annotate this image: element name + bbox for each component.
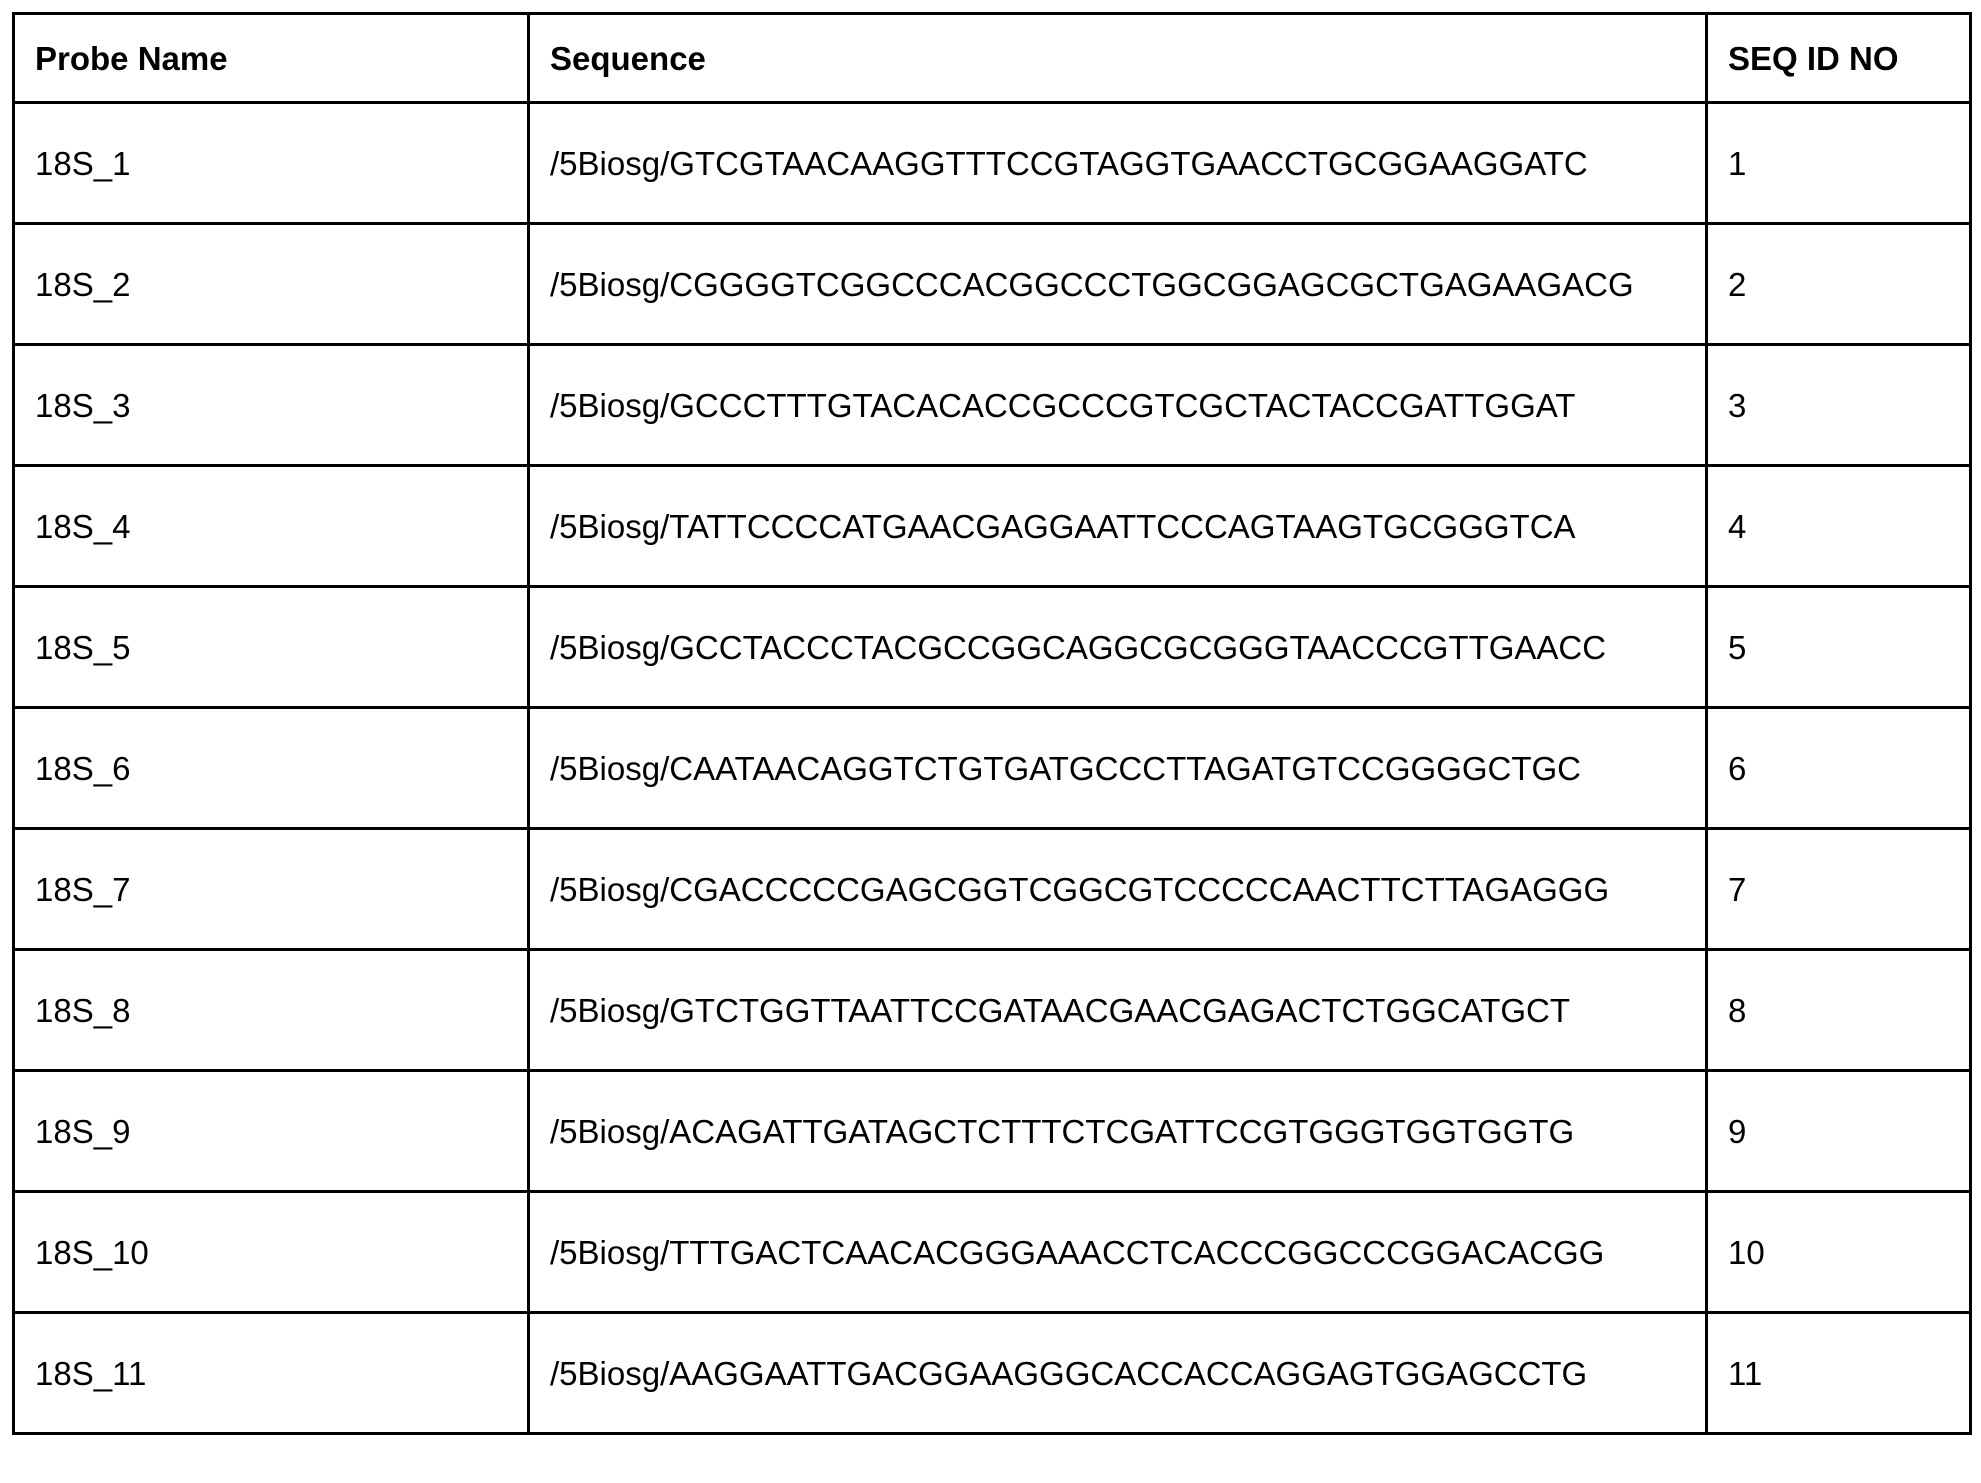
seq-id-cell: 11 <box>1707 1313 1971 1434</box>
header-sequence: Sequence <box>529 14 1707 103</box>
header-probe-name: Probe Name <box>14 14 529 103</box>
probe-name-cell: 18S_3 <box>14 345 529 466</box>
sequence-cell: /5Biosg/GCCCTTTGTACACACCGCCCGTCGCTACTACC… <box>529 345 1707 466</box>
seq-id-cell: 8 <box>1707 950 1971 1071</box>
table-row: 18S_6/5Biosg/CAATAACAGGTCTGTGATGCCCTTAGA… <box>14 708 1971 829</box>
table-row: 18S_1/5Biosg/GTCGTAACAAGGTTTCCGTAGGTGAAC… <box>14 103 1971 224</box>
seq-id-cell: 1 <box>1707 103 1971 224</box>
sequence-cell: /5Biosg/AAGGAATTGACGGAAGGGCACCACCAGGAGTG… <box>529 1313 1707 1434</box>
probe-name-cell: 18S_10 <box>14 1192 529 1313</box>
seq-id-cell: 5 <box>1707 587 1971 708</box>
sequence-cell: /5Biosg/GTCGTAACAAGGTTTCCGTAGGTGAACCTGCG… <box>529 103 1707 224</box>
probe-table: Probe Name Sequence SEQ ID NO 18S_1/5Bio… <box>12 12 1972 1435</box>
probe-name-cell: 18S_6 <box>14 708 529 829</box>
table-row: 18S_9/5Biosg/ACAGATTGATAGCTCTTTCTCGATTCC… <box>14 1071 1971 1192</box>
table-row: 18S_10/5Biosg/TTTGACTCAACACGGGAAACCTCACC… <box>14 1192 1971 1313</box>
probe-name-cell: 18S_7 <box>14 829 529 950</box>
seq-id-cell: 9 <box>1707 1071 1971 1192</box>
table-row: 18S_5/5Biosg/GCCTACCCTACGCCGGCAGGCGCGGGT… <box>14 587 1971 708</box>
table-row: 18S_4/5Biosg/TATTCCCCATGAACGAGGAATTCCCAG… <box>14 466 1971 587</box>
header-row: Probe Name Sequence SEQ ID NO <box>14 14 1971 103</box>
sequence-cell: /5Biosg/CGGGGTCGGCCCACGGCCCTGGCGGAGCGCTG… <box>529 224 1707 345</box>
probe-name-cell: 18S_2 <box>14 224 529 345</box>
table-row: 18S_2/5Biosg/CGGGGTCGGCCCACGGCCCTGGCGGAG… <box>14 224 1971 345</box>
probe-name-cell: 18S_8 <box>14 950 529 1071</box>
seq-id-cell: 10 <box>1707 1192 1971 1313</box>
sequence-cell: /5Biosg/GCCTACCCTACGCCGGCAGGCGCGGGTAACCC… <box>529 587 1707 708</box>
seq-id-cell: 6 <box>1707 708 1971 829</box>
table-row: 18S_11/5Biosg/AAGGAATTGACGGAAGGGCACCACCA… <box>14 1313 1971 1434</box>
probe-name-cell: 18S_5 <box>14 587 529 708</box>
sequence-cell: /5Biosg/CGACCCCCGAGCGGTCGGCGTCCCCCAACTTC… <box>529 829 1707 950</box>
table-row: 18S_3/5Biosg/GCCCTTTGTACACACCGCCCGTCGCTA… <box>14 345 1971 466</box>
sequence-cell: /5Biosg/TATTCCCCATGAACGAGGAATTCCCAGTAAGT… <box>529 466 1707 587</box>
seq-id-cell: 2 <box>1707 224 1971 345</box>
header-seq-id-no: SEQ ID NO <box>1707 14 1971 103</box>
sequence-cell: /5Biosg/GTCTGGTTAATTCCGATAACGAACGAGACTCT… <box>529 950 1707 1071</box>
table-row: 18S_7/5Biosg/CGACCCCCGAGCGGTCGGCGTCCCCCA… <box>14 829 1971 950</box>
sequence-cell: /5Biosg/TTTGACTCAACACGGGAAACCTCACCCGGCCC… <box>529 1192 1707 1313</box>
probe-name-cell: 18S_9 <box>14 1071 529 1192</box>
sequence-cell: /5Biosg/CAATAACAGGTCTGTGATGCCCTTAGATGTCC… <box>529 708 1707 829</box>
probe-name-cell: 18S_11 <box>14 1313 529 1434</box>
seq-id-cell: 7 <box>1707 829 1971 950</box>
seq-id-cell: 4 <box>1707 466 1971 587</box>
seq-id-cell: 3 <box>1707 345 1971 466</box>
sequence-cell: /5Biosg/ACAGATTGATAGCTCTTTCTCGATTCCGTGGG… <box>529 1071 1707 1192</box>
probe-name-cell: 18S_4 <box>14 466 529 587</box>
probe-name-cell: 18S_1 <box>14 103 529 224</box>
table-row: 18S_8/5Biosg/GTCTGGTTAATTCCGATAACGAACGAG… <box>14 950 1971 1071</box>
